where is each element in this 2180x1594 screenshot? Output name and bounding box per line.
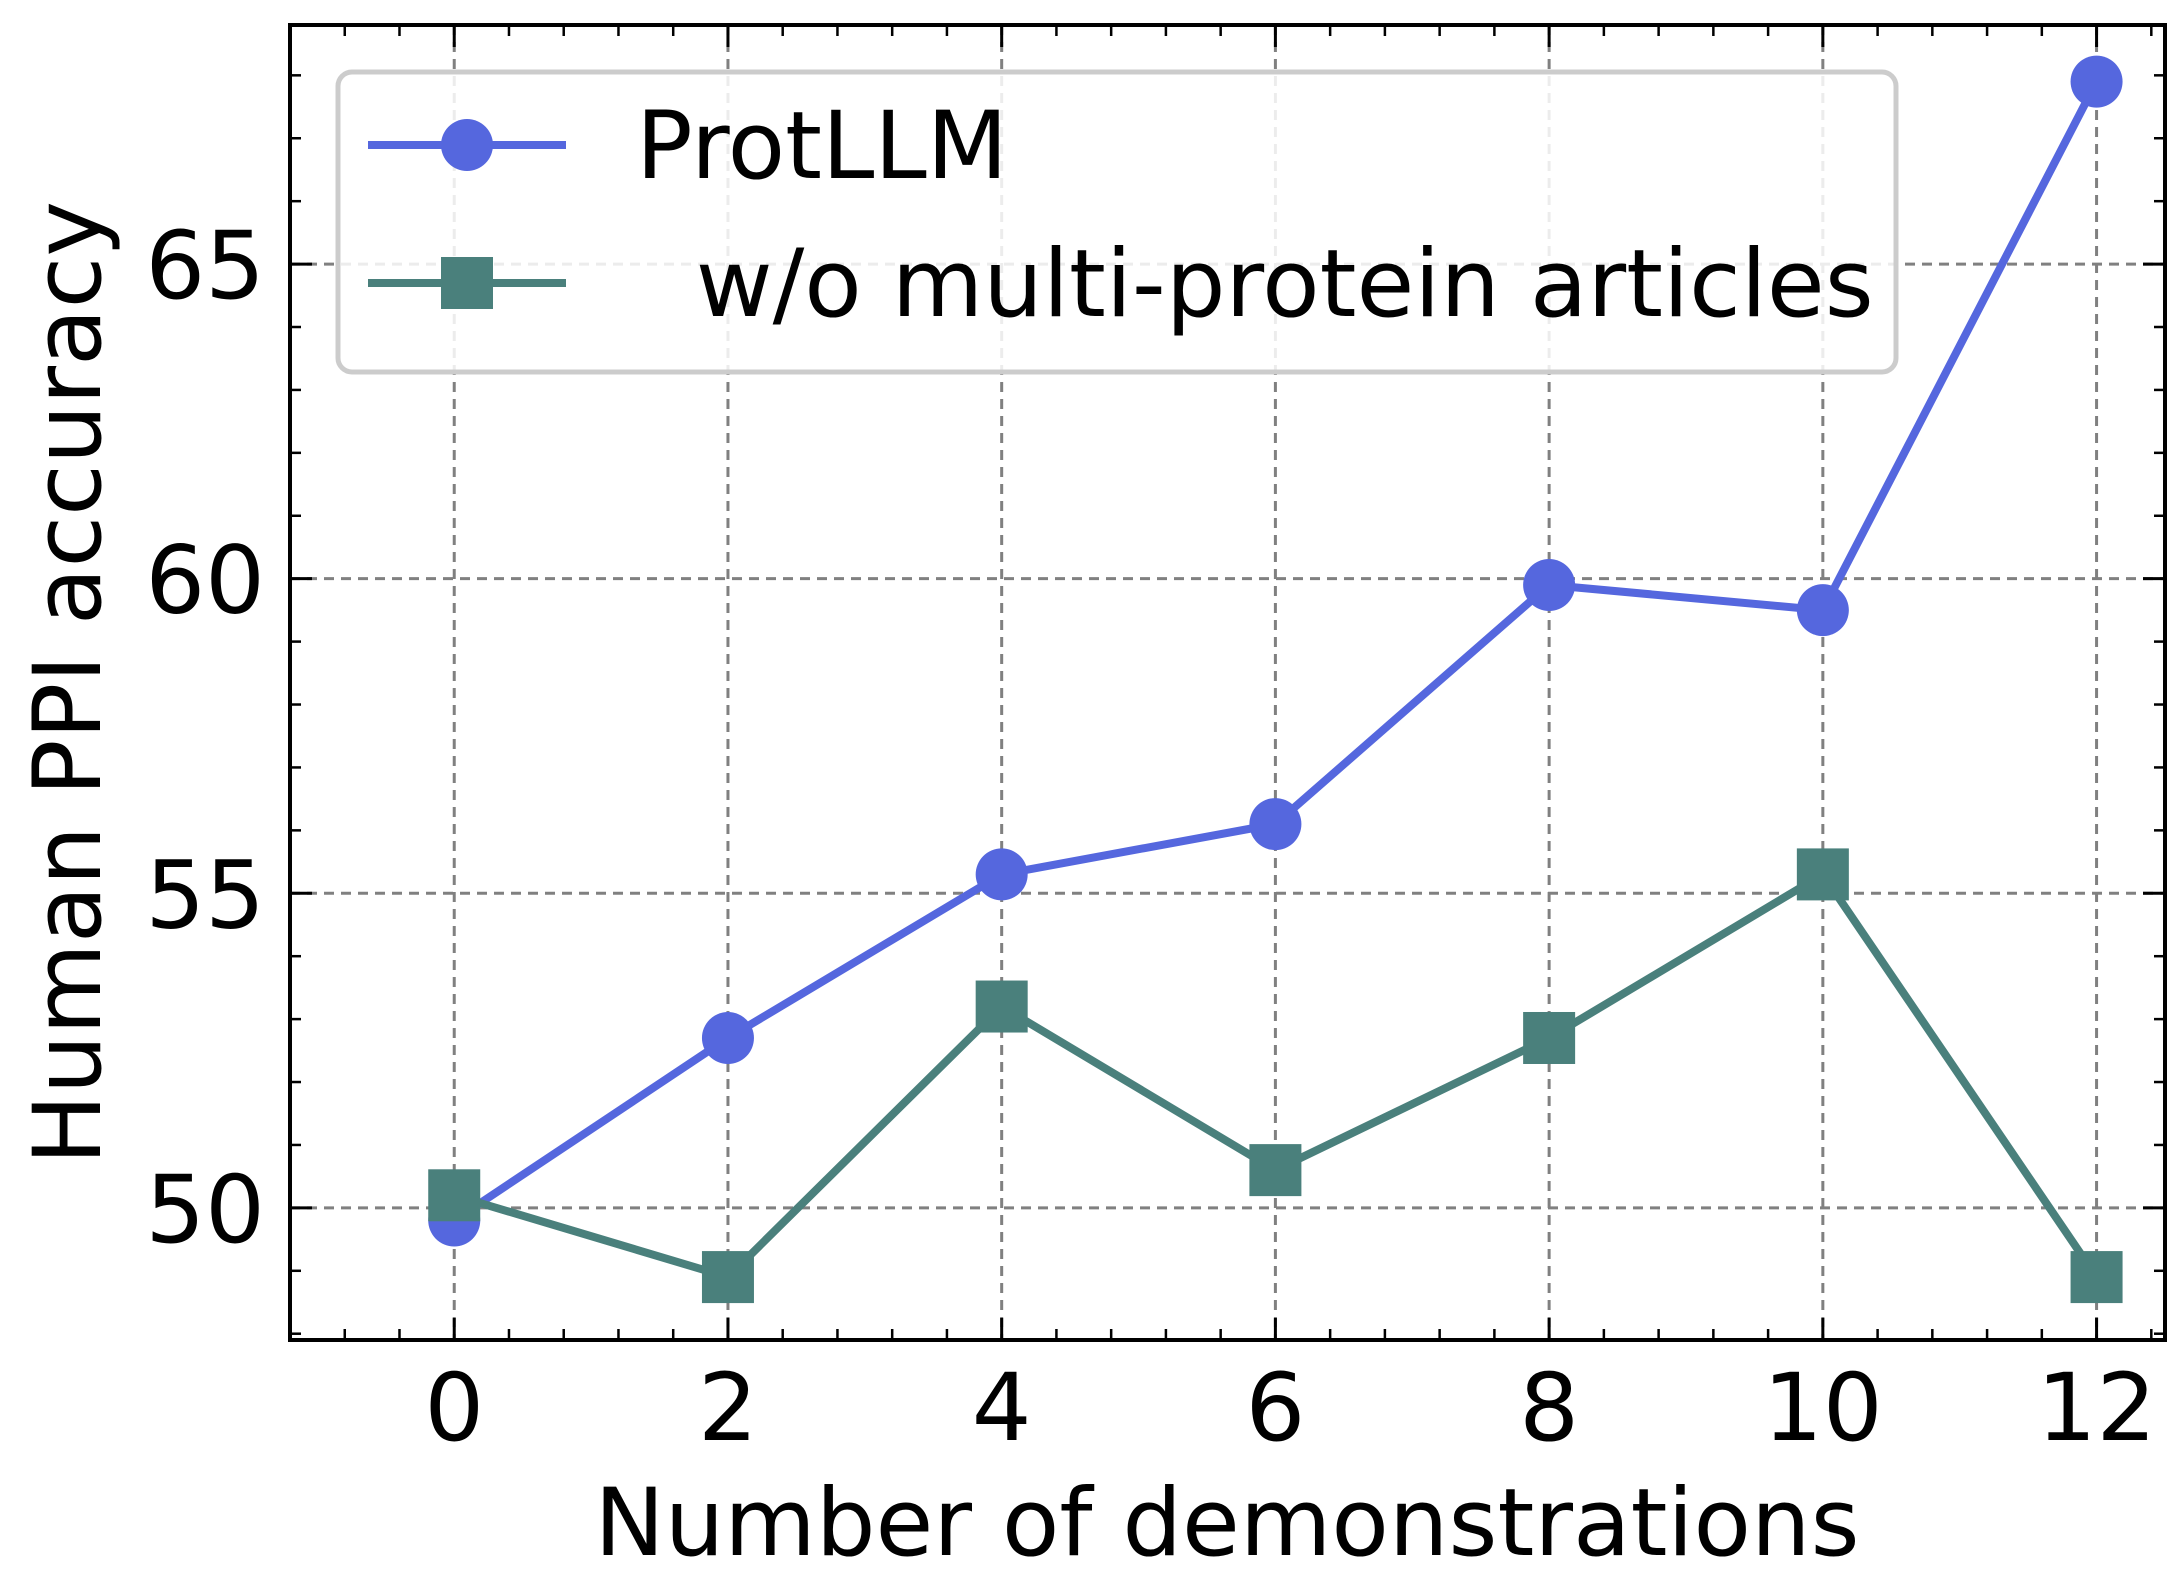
x-tick-label: 0 [424, 1354, 484, 1463]
legend-label-protllm: ProtLLM [636, 92, 1008, 201]
x-tick-label: 2 [698, 1354, 758, 1463]
data-point-square [2070, 1251, 2123, 1304]
legend-marker-square-icon [441, 257, 493, 309]
y-tick-label: 55 [145, 841, 265, 950]
data-point-circle [1249, 798, 1302, 851]
y-tick-label: 50 [145, 1156, 265, 1265]
y-tick-label: 65 [145, 212, 265, 321]
y-axis-label: Human PPI accuracy [14, 201, 123, 1165]
series-layer [428, 55, 2123, 1304]
x-tick-label: 8 [1519, 1354, 1579, 1463]
data-point-circle [975, 848, 1028, 901]
data-point-square [1796, 848, 1849, 901]
legend: ProtLLM w/o multi-protein articles [335, 69, 1899, 375]
x-tick-label: 12 [2037, 1354, 2157, 1463]
data-point-circle [701, 1011, 754, 1064]
x-axis-label: Number of demonstrations [594, 1469, 1859, 1578]
data-point-square [1249, 1144, 1302, 1197]
series-1 [428, 848, 2123, 1304]
series-0 [428, 55, 2123, 1247]
tick-marks [290, 25, 2165, 1340]
legend-marker-circle-icon [441, 119, 493, 171]
data-point-circle [1523, 558, 1576, 611]
data-point-square [428, 1169, 481, 1222]
legend-box [335, 69, 1899, 375]
x-tick-label: 10 [1763, 1354, 1883, 1463]
legend-entry-protllm: ProtLLM [368, 92, 1008, 201]
plot-frame [288, 23, 2167, 1342]
x-tick-label: 6 [1245, 1354, 1305, 1463]
data-point-square [701, 1251, 754, 1304]
data-point-square [1523, 1011, 1576, 1064]
y-tick-labels: 50 55 60 65 [145, 212, 265, 1265]
data-point-circle [2070, 55, 2123, 108]
x-tick-label: 4 [972, 1354, 1032, 1463]
y-tick-label: 60 [145, 527, 265, 636]
data-point-square [975, 980, 1028, 1033]
data-point-circle [1796, 584, 1849, 637]
legend-label-wo-multi-protein: w/o multi-protein articles [636, 230, 1874, 339]
legend-entry-wo-multi-protein: w/o multi-protein articles [368, 230, 1874, 339]
x-tick-labels: 0 2 4 6 8 10 12 [424, 1354, 2156, 1463]
